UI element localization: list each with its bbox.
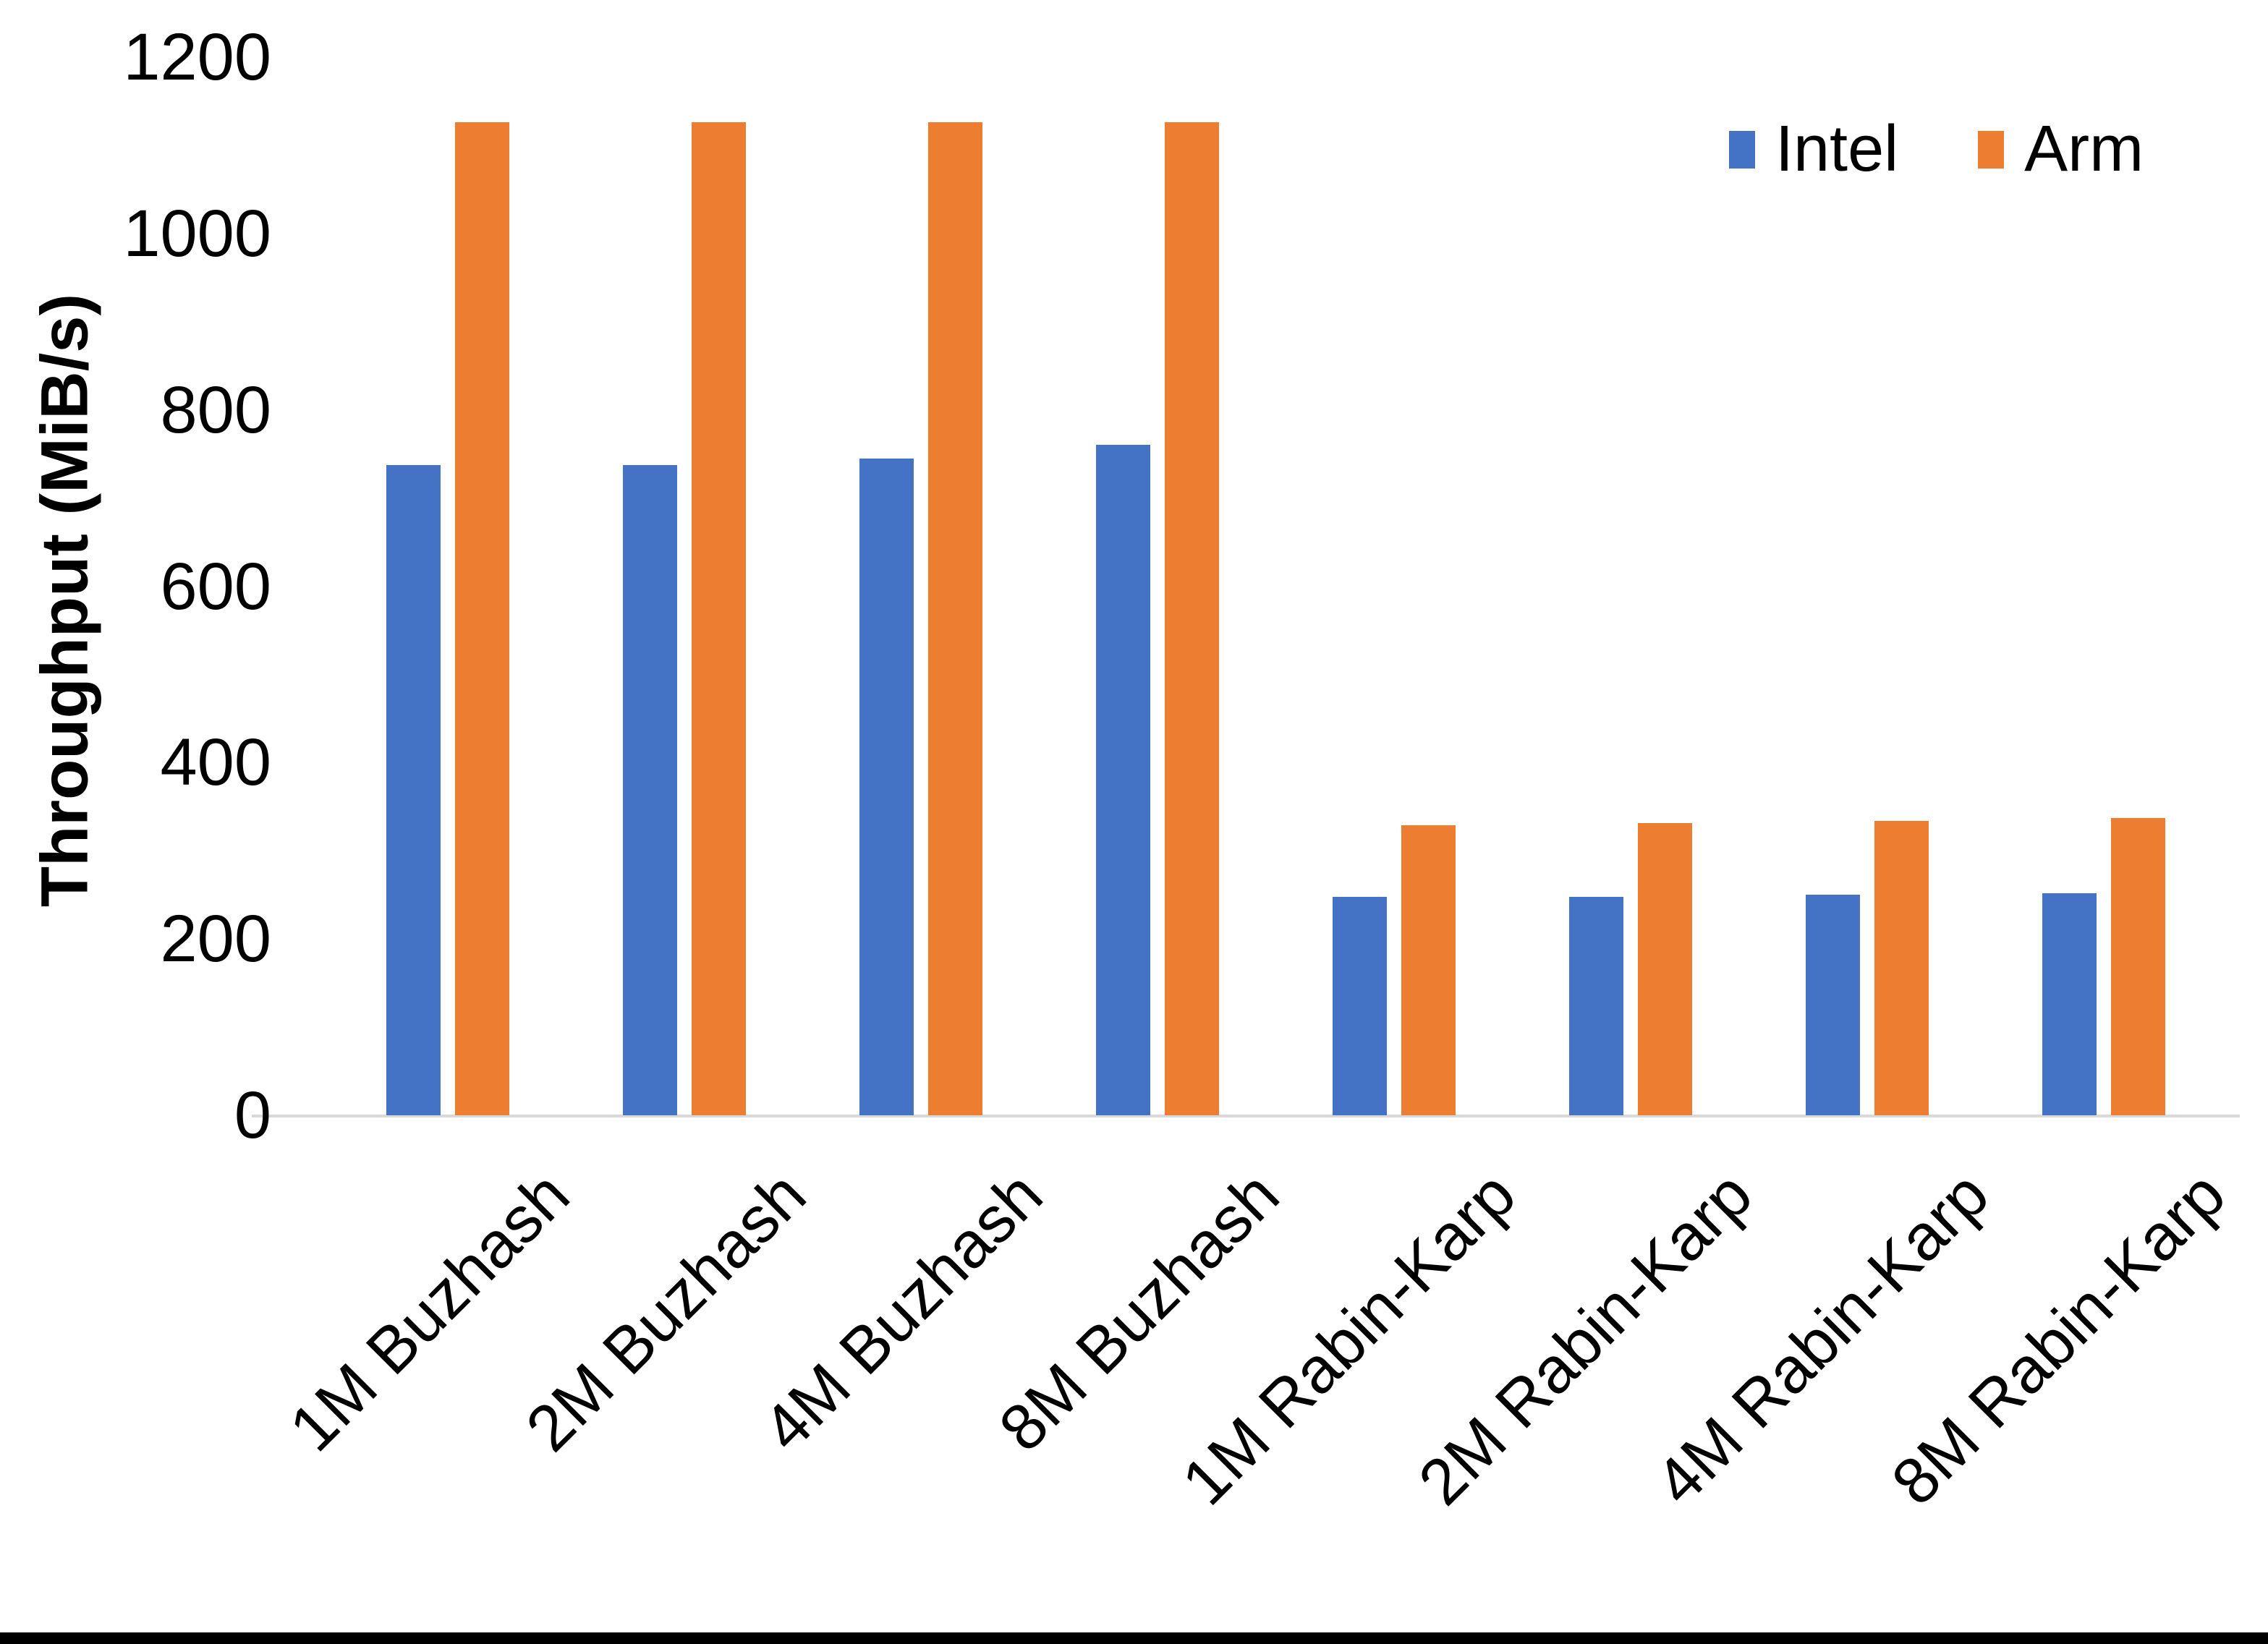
legend: Intel Arm bbox=[1729, 112, 2144, 187]
bar-intel-2m-rabin-karp bbox=[1568, 896, 1623, 1115]
y-axis-title: Throughput (MiB/s) bbox=[27, 293, 102, 908]
y-tick-label-400: 400 bbox=[160, 725, 272, 800]
bar-arm-2m-rabin-karp bbox=[1637, 823, 1692, 1115]
bar-arm-1m-rabin-karp bbox=[1401, 825, 1456, 1115]
x-axis-baseline bbox=[252, 1115, 2240, 1117]
bar-intel-8m-rabin-karp bbox=[2042, 893, 2097, 1115]
bar-arm-2m-buzhash bbox=[691, 122, 746, 1115]
bar-intel-2m-buzhash bbox=[622, 465, 677, 1115]
bar-arm-4m-rabin-karp bbox=[1874, 820, 1929, 1115]
bar-intel-8m-buzhash bbox=[1095, 445, 1150, 1115]
legend-item-arm: Arm bbox=[1978, 112, 2144, 187]
bar-arm-8m-buzhash bbox=[1164, 122, 1219, 1115]
bar-arm-1m-buzhash bbox=[454, 122, 509, 1115]
arm-legend-swatch-icon bbox=[1978, 130, 2005, 169]
y-tick-label-200: 200 bbox=[160, 902, 272, 976]
bar-intel-4m-rabin-karp bbox=[1805, 895, 1860, 1115]
bottom-border-line bbox=[0, 1632, 2268, 1644]
bar-intel-1m-buzhash bbox=[386, 465, 441, 1115]
intel-legend-swatch-icon bbox=[1729, 130, 1755, 169]
bar-intel-4m-buzhash bbox=[859, 458, 914, 1115]
bar-arm-8m-rabin-karp bbox=[2110, 818, 2165, 1115]
y-tick-label-800: 800 bbox=[160, 372, 272, 447]
y-tick-label-0: 0 bbox=[234, 1078, 271, 1152]
y-tick-label-1000: 1000 bbox=[123, 196, 271, 271]
y-tick-label-600: 600 bbox=[160, 549, 272, 623]
bar-arm-4m-buzhash bbox=[927, 122, 982, 1115]
legend-label-arm: Arm bbox=[2024, 113, 2144, 185]
legend-label-intel: Intel bbox=[1775, 113, 1899, 185]
legend-item-intel: Intel bbox=[1729, 112, 1898, 187]
y-tick-label-1200: 1200 bbox=[123, 20, 271, 94]
bar-intel-1m-rabin-karp bbox=[1332, 896, 1387, 1115]
